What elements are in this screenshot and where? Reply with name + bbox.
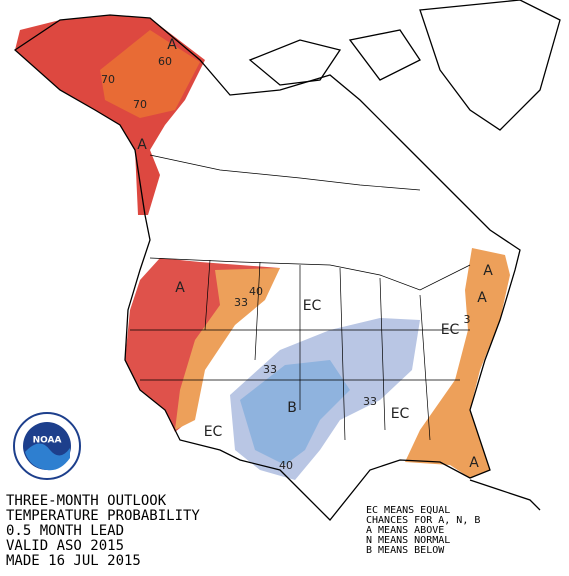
map-label: A — [469, 455, 479, 471]
state-lines — [204, 259, 431, 441]
west-above-33 — [175, 268, 280, 430]
map-label: B — [287, 400, 297, 416]
map-label: A — [483, 263, 493, 279]
map-labels: A 60 70 70 A A 40 33 EC 33 B 33 EC 40 EC… — [101, 37, 493, 472]
map-label: A — [477, 290, 487, 306]
map-label: 3 — [464, 313, 471, 326]
title-line: TEMPERATURE PROBABILITY — [6, 508, 200, 524]
map-label: A — [137, 137, 147, 153]
east-above — [405, 248, 510, 478]
logo-text: NOAA — [33, 436, 62, 446]
greenland — [419, 0, 561, 131]
map-label: 33 — [363, 395, 377, 408]
legend-line: A MEANS ABOVE — [366, 525, 444, 536]
map-label: 33 — [234, 296, 248, 309]
state-lines-horizontal — [130, 329, 470, 381]
map-label: A — [175, 280, 185, 296]
legend: EC MEANS EQUAL CHANCES FOR A, N, B A MEA… — [366, 505, 480, 556]
map-label: EC — [303, 298, 322, 314]
caribbean — [469, 479, 541, 511]
continent — [13, 14, 521, 521]
us-canada-border — [149, 257, 471, 291]
title-line: THREE-MONTH OUTLOOK — [6, 493, 167, 509]
canada-border-lines — [149, 154, 421, 191]
map-label: EC — [441, 322, 460, 338]
map-label: 33 — [263, 363, 277, 376]
legend-line: B MEANS BELOW — [366, 545, 445, 556]
logo-wave — [25, 443, 70, 471]
map-label: 60 — [158, 55, 172, 68]
south-below-40 — [240, 360, 350, 465]
title-line: 0.5 MONTH LEAD — [6, 523, 124, 539]
legend-line: N MEANS NORMAL — [366, 535, 450, 546]
map-label: 40 — [279, 459, 293, 472]
title-line: VALID ASO 2015 — [6, 538, 124, 554]
map-label: 40 — [249, 285, 263, 298]
legend-line: EC MEANS EQUAL — [366, 505, 450, 516]
map-label: 70 — [101, 73, 115, 86]
map-label: EC — [391, 406, 410, 422]
map-label: 70 — [133, 98, 147, 111]
title-block: THREE-MONTH OUTLOOK TEMPERATURE PROBABIL… — [6, 493, 200, 569]
map-label: EC — [204, 424, 223, 440]
title-line: MADE 16 JUL 2015 — [6, 553, 141, 569]
map-label: A — [167, 37, 177, 53]
borders — [130, 154, 471, 441]
coastlines — [13, 0, 561, 521]
arctic-islands — [248, 29, 421, 86]
legend-line: CHANCES FOR A, N, B — [366, 515, 480, 526]
alaska-above-60 — [100, 30, 200, 118]
noaa-logo: NOAA — [13, 412, 81, 480]
shaded-regions — [15, 15, 510, 480]
